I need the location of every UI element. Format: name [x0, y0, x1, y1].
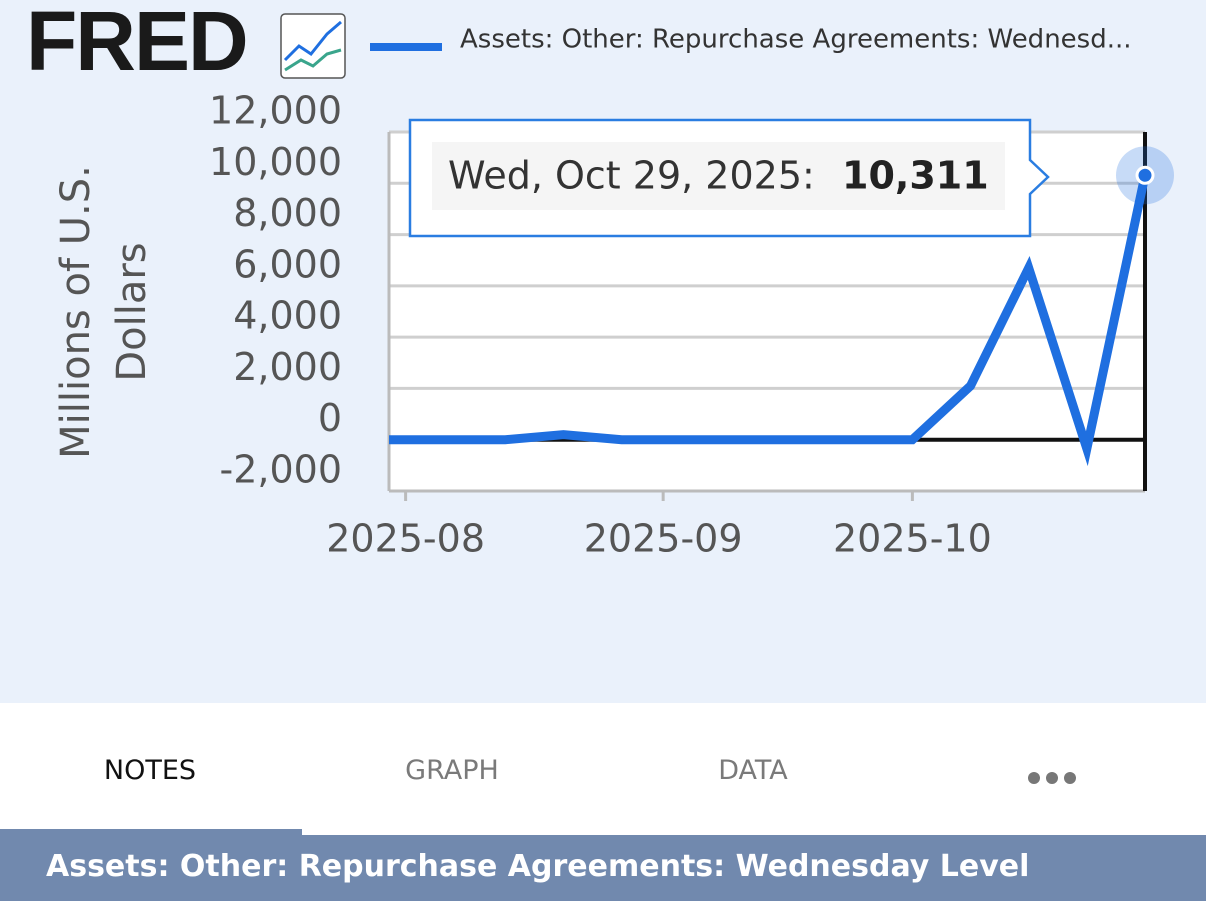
x-tick-label: 2025-10 [833, 517, 992, 561]
logo-icon [280, 13, 346, 79]
x-tick-label: 2025-08 [326, 517, 485, 561]
y-tick-label: 0 [318, 396, 342, 440]
y-tick-label: 6,000 [233, 242, 342, 286]
y-axis-label: Millions of U.S. Dollars [53, 165, 155, 459]
tooltip: Wed, Oct 29, 2025: 10,311 [408, 118, 1050, 238]
hover-point [1135, 165, 1155, 185]
tab-graph[interactable]: GRAPH [405, 755, 499, 786]
tooltip-date: Wed, Oct 29, 2025: [448, 154, 815, 198]
y-tick-label: 4,000 [233, 294, 342, 338]
series-title: Assets: Other: Repurchase Agreements: We… [46, 849, 1030, 884]
y-tick-label: -2,000 [220, 448, 343, 492]
series-title-bar: Assets: Other: Repurchase Agreements: We… [0, 835, 1206, 901]
tooltip-value: 10,311 [842, 154, 989, 198]
y-tick-label: 2,000 [233, 345, 342, 389]
tab-data[interactable]: DATA [718, 755, 788, 786]
active-tab-indicator [0, 829, 302, 835]
tooltip-inner [432, 142, 1005, 210]
tab-bar: NOTES GRAPH DATA [0, 703, 1206, 835]
logo: FRED [26, 0, 247, 88]
y-tick-label: 10,000 [209, 140, 342, 184]
more-menu[interactable] [1028, 769, 1084, 784]
legend-label: Assets: Other: Repurchase Agreements: We… [460, 25, 1132, 55]
y-tick-label: 8,000 [233, 191, 342, 235]
chart: FRED -2,000 0 2,000 4,000 6,000 8,000 10,000 12… [26, 0, 1174, 561]
y-tick-label: 12,000 [209, 89, 342, 133]
tab-notes[interactable]: NOTES [103, 755, 197, 786]
data-line [389, 174, 1150, 467]
x-tick-label: 2025-09 [584, 517, 743, 561]
